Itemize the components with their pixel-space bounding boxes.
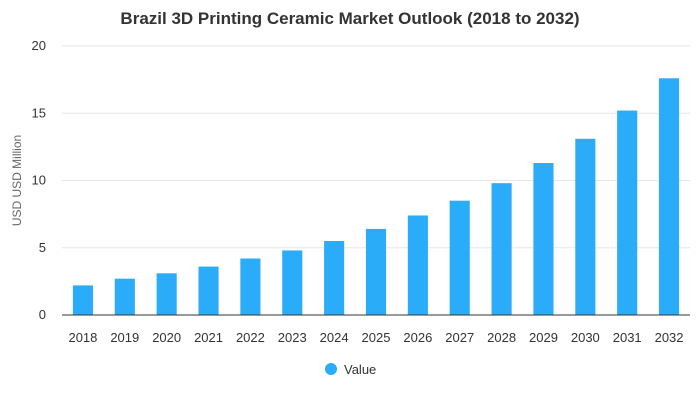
bar-2026[interactable] [407, 215, 428, 315]
y-tick-label: 20 [32, 38, 46, 53]
y-tick-label: 10 [32, 173, 46, 188]
x-tick-label: 2027 [445, 330, 474, 345]
x-tick-label: 2021 [194, 330, 223, 345]
x-tick-label: 2029 [529, 330, 558, 345]
bar-2029[interactable] [533, 163, 554, 315]
bar-2021[interactable] [198, 266, 219, 315]
bar-2030[interactable] [575, 138, 596, 315]
x-tick-label: 2028 [487, 330, 516, 345]
bar-2022[interactable] [240, 258, 261, 315]
x-tick-label: 2022 [236, 330, 265, 345]
x-tick-label: 2020 [152, 330, 181, 345]
y-axis-title: USD USD Million [10, 135, 24, 226]
y-tick-label: 5 [39, 240, 46, 255]
y-axis-ticks: 0 5 10 15 20 [32, 38, 46, 322]
bar-2020[interactable] [156, 273, 177, 315]
x-tick-label: 2023 [278, 330, 307, 345]
bar-2019[interactable] [114, 278, 135, 315]
y-tick-label: 0 [39, 307, 46, 322]
bar-2024[interactable] [324, 241, 345, 315]
x-axis-ticks: 2018 2019 2020 2021 2022 2023 2024 2025 2026 2027… [68, 330, 683, 345]
bar-2025[interactable] [365, 228, 387, 315]
x-tick-label: 2031 [613, 330, 642, 345]
x-tick-label: 2026 [403, 330, 432, 345]
y-tick-label: 15 [32, 105, 46, 120]
bar-2032[interactable] [659, 78, 680, 315]
bar-2023[interactable] [282, 250, 303, 315]
grid-lines [62, 45, 690, 249]
x-tick-label: 2032 [655, 330, 684, 345]
x-tick-label: 2018 [68, 330, 97, 345]
bar-2031[interactable] [617, 110, 638, 315]
bar-2027[interactable] [449, 200, 470, 315]
x-tick-label: 2024 [320, 330, 349, 345]
bar-2018[interactable] [72, 285, 93, 315]
x-tick-label: 2019 [110, 330, 139, 345]
x-tick-label: 2025 [362, 330, 391, 345]
legend-label-value: Value [344, 362, 376, 377]
legend[interactable]: Value [325, 362, 376, 377]
x-tick-label: 2030 [571, 330, 600, 345]
legend-swatch-value [325, 363, 337, 375]
chart-title: Brazil 3D Printing Ceramic Market Outloo… [120, 9, 580, 28]
bars [72, 78, 680, 315]
bar-2028[interactable] [491, 183, 512, 315]
